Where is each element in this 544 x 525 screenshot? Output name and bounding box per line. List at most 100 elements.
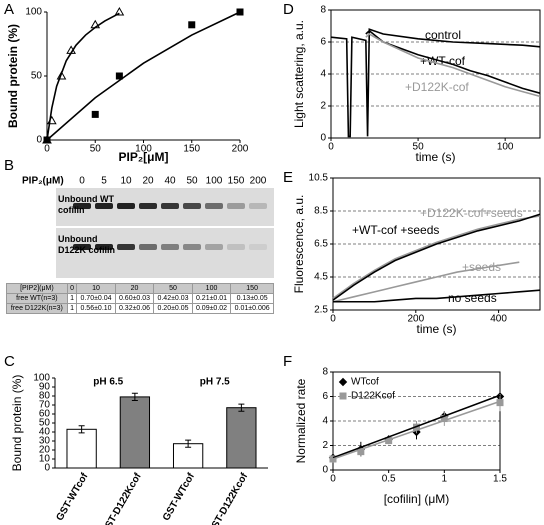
error-bar bbox=[78, 425, 85, 434]
line bbox=[333, 289, 541, 303]
gel-band bbox=[73, 244, 91, 250]
gel-band bbox=[161, 244, 179, 250]
lane-label: 40 bbox=[164, 176, 176, 187]
gel-band bbox=[183, 203, 201, 209]
y-tick-label: 50 bbox=[31, 71, 43, 82]
x-axis-label: time (s) bbox=[417, 322, 457, 336]
panel-letter: C bbox=[4, 353, 15, 370]
x-tick-label: 0 bbox=[330, 314, 336, 325]
series-label: +D122K-cof bbox=[405, 80, 469, 94]
gel-band bbox=[95, 244, 113, 250]
gel-band bbox=[73, 203, 91, 209]
series-label: +WT-cof +seeds bbox=[352, 223, 439, 237]
line bbox=[332, 215, 541, 300]
gel-band bbox=[95, 203, 113, 209]
x-tick-label: 0 bbox=[330, 474, 336, 485]
y-tick-label: 6.5 bbox=[314, 239, 328, 250]
legend-label: WTcof bbox=[351, 377, 379, 388]
lane-label: 0 bbox=[79, 176, 85, 187]
point bbox=[188, 21, 196, 29]
y-tick-label: 8.5 bbox=[314, 206, 328, 217]
x-tick-label: 400 bbox=[490, 314, 507, 325]
gel-band bbox=[139, 244, 157, 250]
y-axis-label: Normalized rate bbox=[294, 378, 308, 463]
y-tick-label: 4 bbox=[320, 69, 326, 80]
table-cell: free WT(n=3) bbox=[6, 293, 68, 304]
table-cell: 0.60±0.03 bbox=[114, 293, 155, 304]
x-tick-label: 200 bbox=[232, 144, 249, 155]
x-tick-label: 50 bbox=[90, 144, 102, 155]
series-label: +seeds bbox=[462, 260, 501, 274]
line bbox=[46, 11, 241, 141]
x-tick-label: GST-WTcof bbox=[161, 471, 197, 523]
table-cell: 0.56±0.10 bbox=[76, 303, 116, 314]
series-label: no seeds bbox=[448, 291, 497, 305]
x-tick-label: 0 bbox=[44, 144, 50, 155]
point bbox=[114, 6, 125, 16]
table-cell: 10 bbox=[76, 283, 116, 294]
table-cell: 100 bbox=[191, 283, 232, 294]
x-tick-label: 0.5 bbox=[382, 474, 396, 485]
error-bar bbox=[185, 439, 192, 448]
gel-row-label: Unbound WT cofilin bbox=[58, 194, 114, 215]
lane-header: PIP₂(μM) bbox=[22, 176, 64, 187]
y-axis-label: Fluorescence, a.u. bbox=[292, 195, 306, 294]
plot-frame bbox=[330, 9, 541, 139]
gel-band bbox=[227, 203, 245, 209]
lane-label: 200 bbox=[250, 176, 267, 187]
y-axis-label: Bound protein (%) bbox=[10, 375, 24, 472]
lane-label: 150 bbox=[228, 176, 245, 187]
y-tick-label: 4 bbox=[322, 416, 328, 427]
gel-band bbox=[139, 203, 157, 209]
point bbox=[339, 392, 347, 400]
line bbox=[332, 261, 520, 303]
y-tick-label: 2.5 bbox=[314, 305, 328, 316]
gel-band bbox=[249, 203, 267, 209]
group-label: pH 6.5 bbox=[93, 377, 123, 388]
point bbox=[338, 377, 348, 387]
bar bbox=[226, 407, 257, 469]
gel-band bbox=[205, 203, 223, 209]
lane-label: 50 bbox=[186, 176, 198, 187]
gel-band bbox=[205, 244, 223, 250]
y-tick-label: 10.5 bbox=[309, 173, 329, 184]
panel-letter: D bbox=[283, 1, 294, 18]
x-tick-label: 100 bbox=[135, 144, 152, 155]
table-cell: 150 bbox=[230, 283, 274, 294]
line bbox=[46, 12, 120, 141]
panel-letter: B bbox=[4, 157, 14, 174]
x-tick-label: 0 bbox=[328, 142, 334, 153]
panel-letter: E bbox=[283, 169, 293, 186]
x-tick-label: GST-D122Kcof bbox=[99, 471, 144, 525]
y-tick-label: 4.5 bbox=[314, 272, 328, 283]
panel-letter: A bbox=[4, 1, 14, 18]
y-tick-label: 100 bbox=[33, 373, 50, 384]
y-tick-label: 100 bbox=[25, 7, 42, 18]
gel-band bbox=[249, 244, 267, 250]
y-tick-label: 30 bbox=[39, 436, 51, 447]
data-table: [PIP2](μM) 0 10 20 50 100 150 free WT(n=3) 1 0.70… bbox=[6, 283, 274, 314]
y-tick-label: 90 bbox=[39, 382, 51, 393]
error-bar bbox=[131, 392, 138, 401]
table-row: free D122K(n=3) 1 0.56±0.10 0.32±0.06 0.20±0… bbox=[6, 303, 274, 314]
point bbox=[115, 72, 123, 80]
table-row: [PIP2](μM) 0 10 20 50 100 150 bbox=[6, 283, 274, 294]
table-cell: 0.09±0.02 bbox=[191, 303, 232, 314]
plot-frame bbox=[332, 371, 501, 471]
x-tick-label: 1.5 bbox=[493, 474, 507, 485]
table-cell: [PIP2](μM) bbox=[6, 283, 68, 294]
y-tick-label: 0 bbox=[44, 463, 50, 474]
y-tick-label: 40 bbox=[39, 427, 51, 438]
group-label: pH 7.5 bbox=[200, 377, 230, 388]
series-label: +WT-cof bbox=[420, 54, 466, 68]
x-tick-label: 100 bbox=[497, 142, 514, 153]
lane-label: 100 bbox=[206, 176, 223, 187]
x-axis-label: PIP₂[μM] bbox=[118, 150, 168, 164]
legend-label: D122Kcof bbox=[351, 391, 395, 402]
y-tick-label: 0 bbox=[320, 133, 326, 144]
gel-band bbox=[117, 244, 135, 250]
y-tick-label: 20 bbox=[39, 445, 51, 456]
table-cell: 0.42±0.03 bbox=[153, 293, 193, 304]
series-label: +D122K-cof+seeds bbox=[420, 206, 523, 220]
y-tick-label: 8 bbox=[322, 367, 328, 378]
